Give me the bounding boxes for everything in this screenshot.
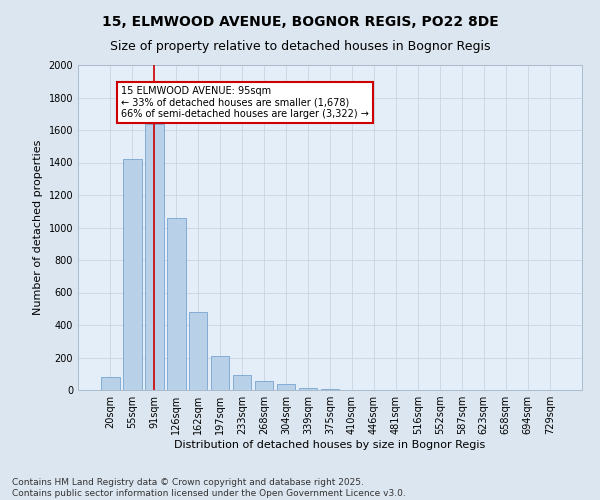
Bar — [101, 377, 119, 390]
Text: 15, ELMWOOD AVENUE, BOGNOR REGIS, PO22 8DE: 15, ELMWOOD AVENUE, BOGNOR REGIS, PO22 8… — [101, 15, 499, 29]
Bar — [233, 376, 251, 390]
Bar — [211, 356, 229, 390]
Bar — [167, 218, 185, 390]
Bar — [123, 159, 142, 390]
Text: Size of property relative to detached houses in Bognor Regis: Size of property relative to detached ho… — [110, 40, 490, 53]
Bar — [145, 124, 164, 390]
X-axis label: Distribution of detached houses by size in Bognor Regis: Distribution of detached houses by size … — [175, 440, 485, 450]
Text: 15 ELMWOOD AVENUE: 95sqm
← 33% of detached houses are smaller (1,678)
66% of sem: 15 ELMWOOD AVENUE: 95sqm ← 33% of detach… — [121, 86, 369, 120]
Bar — [299, 388, 317, 390]
Bar — [255, 381, 274, 390]
Text: Contains HM Land Registry data © Crown copyright and database right 2025.
Contai: Contains HM Land Registry data © Crown c… — [12, 478, 406, 498]
Bar — [277, 384, 295, 390]
Bar — [189, 312, 208, 390]
Bar — [320, 389, 340, 390]
Y-axis label: Number of detached properties: Number of detached properties — [33, 140, 43, 315]
